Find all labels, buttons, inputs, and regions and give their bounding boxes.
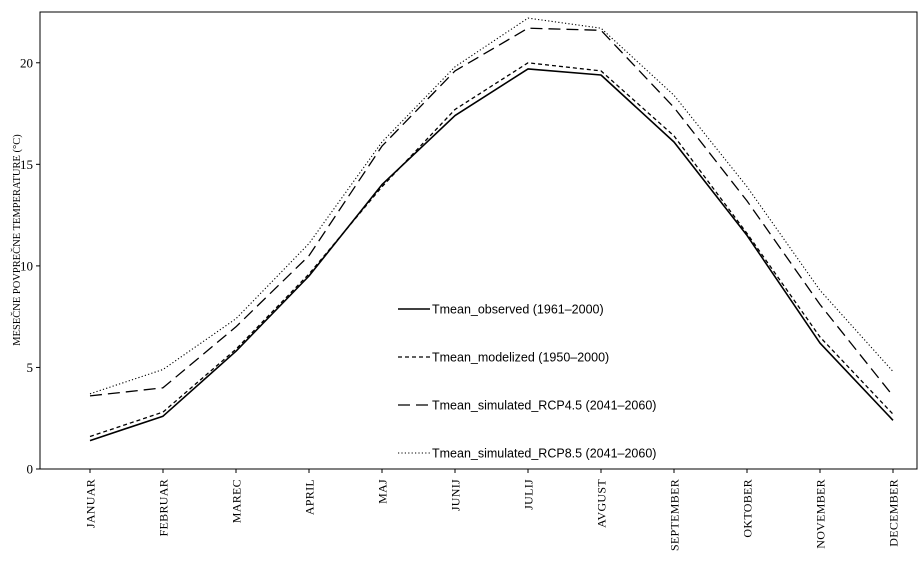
x-tick-label: JUNIJ <box>449 479 463 511</box>
series-line-4 <box>89 17 894 395</box>
series-line-1 <box>89 68 894 442</box>
x-axis: JANUAR FEBRUAR MAREC APRIL MAJ JUNIJ JULIJ AVGU… <box>84 469 901 551</box>
plot-frame <box>39 11 918 470</box>
x-tick-label: FEBRUAR <box>157 479 171 536</box>
x-tick-label: MAREC <box>230 479 244 523</box>
y-tick-label: 5 <box>27 360 34 375</box>
legend-label: Tmean_observed (1961–2000) <box>432 303 604 317</box>
x-tick-label: APRIL <box>303 479 317 515</box>
x-tick-label: AVGUST <box>595 479 609 528</box>
legend-label: Tmean_simulated_RCP8.5 (2041–2060) <box>432 447 656 461</box>
y-tick-label: 0 <box>27 462 34 477</box>
legend-label: Tmean_modelized (1950–2000) <box>432 351 609 365</box>
y-tick-label: 20 <box>20 55 33 70</box>
x-tick-label: JULIJ <box>522 479 536 510</box>
series-layer <box>89 17 894 442</box>
y-tick-label: 15 <box>20 157 33 172</box>
x-tick-label: DECEMBER <box>887 479 901 547</box>
x-tick-label: MAJ <box>376 479 390 504</box>
y-axis: 0 5 10 15 20 <box>20 55 40 477</box>
legend-label: Tmean_simulated_RCP4.5 (2041–2060) <box>432 399 656 413</box>
x-tick-label: OKTOBER <box>741 479 755 538</box>
legend: Tmean_observed (1961–2000) Tmean_modelize… <box>398 303 656 461</box>
x-tick-label: NOVEMBER <box>814 479 828 549</box>
series-line-2 <box>89 62 894 438</box>
series-line-3 <box>89 27 894 397</box>
x-tick-label: SEPTEMBER <box>668 479 682 551</box>
y-tick-label: 10 <box>20 258 33 273</box>
y-axis-label: MESEČNE POVPREČNE TEMPERATURE (°C) <box>11 134 23 346</box>
x-tick-label: JANUAR <box>84 479 98 528</box>
